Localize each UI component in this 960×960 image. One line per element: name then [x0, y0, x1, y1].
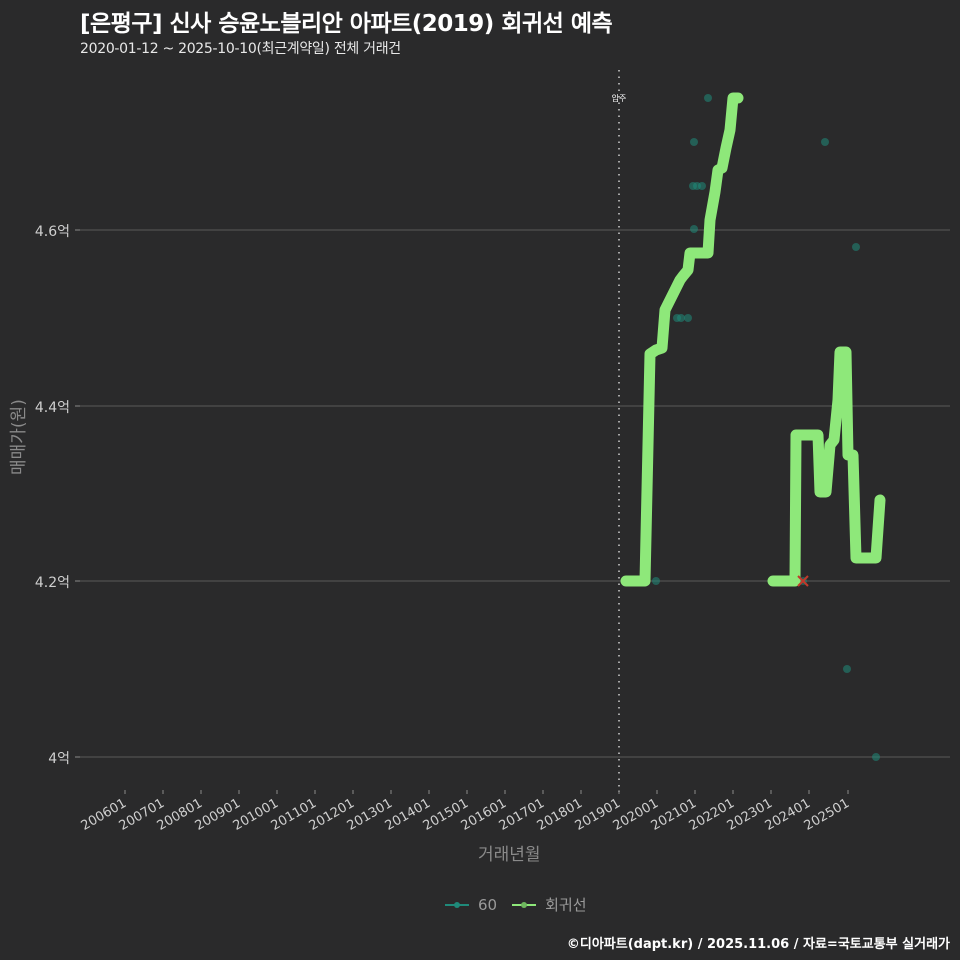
- y-axis-title: 매매가(원): [9, 399, 29, 475]
- marker-x-icon: [797, 575, 809, 587]
- gridlines: [80, 229, 950, 758]
- y-tick-label: 4.4억: [34, 400, 70, 416]
- legend-60-swatch-icon: [445, 901, 469, 908]
- legend-label-60: 60: [478, 895, 498, 914]
- chart-title: [은평구] 신사 승윤노블리안 아파트(2019) 회귀선 예측: [80, 11, 613, 37]
- legend-item-60[interactable]: 60: [444, 896, 497, 914]
- y-tick-label: 4.2억: [34, 575, 70, 591]
- y-tick-label: 4.6억: [34, 224, 70, 240]
- legend-label-regression: 회귀선: [545, 896, 587, 914]
- x-tick-marks: [124, 790, 849, 794]
- legend-regression-swatch-icon: [512, 901, 537, 908]
- scatter-series-60: [652, 94, 880, 761]
- chart-subtitle: 2020-01-12 ~ 2025-10-10(최근계약일) 전체 거래건: [80, 41, 401, 57]
- footer-credit: ©디아파트(dapt.kr) / 2025.11.06 / 자료=국토교통부 실…: [566, 937, 950, 952]
- regression-line: [620, 92, 886, 587]
- legend-item-regression[interactable]: 회귀선: [511, 894, 587, 915]
- legend: 60 회귀선: [444, 894, 595, 915]
- move-in-label: 입주: [612, 94, 627, 103]
- x-axis-title: 거래년월: [478, 845, 541, 865]
- y-tick-label: 4억: [48, 751, 70, 767]
